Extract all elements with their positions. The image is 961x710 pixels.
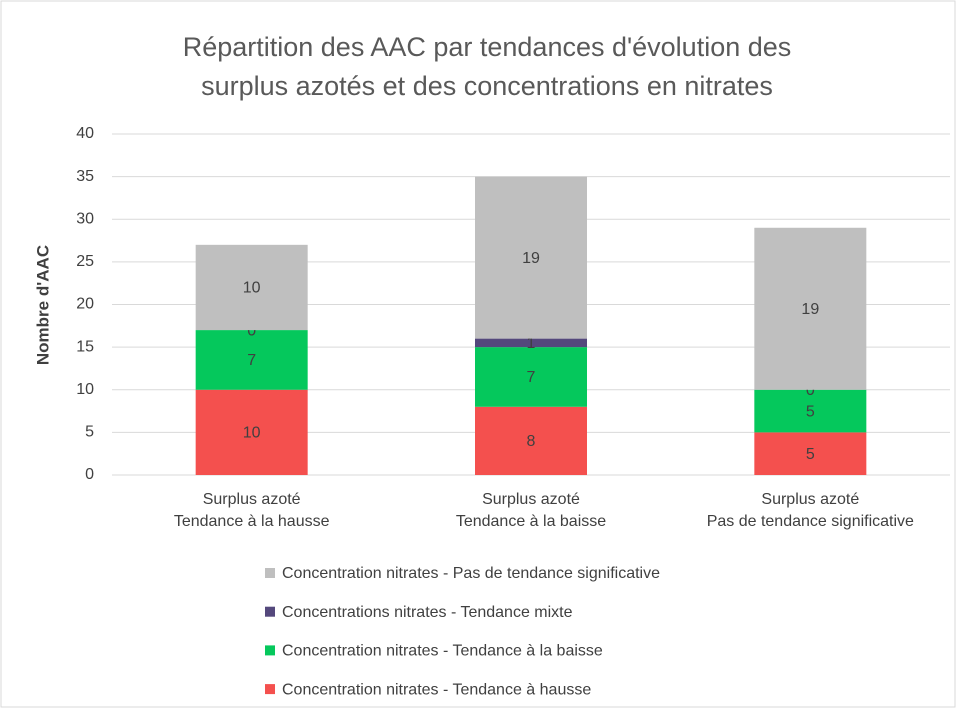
data-label: 7 — [247, 352, 256, 369]
y-tick-label: 40 — [76, 125, 94, 142]
data-label: 1 — [527, 335, 536, 352]
data-label: 10 — [243, 425, 261, 442]
y-tick-label: 25 — [76, 253, 94, 270]
data-label: 5 — [806, 446, 815, 463]
legend-swatch — [265, 568, 275, 578]
x-tick-label: Surplus azoté — [761, 491, 859, 508]
bar-segment — [195, 330, 308, 390]
data-label: 7 — [527, 369, 536, 386]
y-tick-label: 30 — [76, 210, 94, 227]
bar-segment — [754, 227, 867, 390]
data-label: 19 — [801, 301, 819, 318]
chart-title: surplus azotés et des concentrations en … — [201, 71, 773, 101]
bar-segment — [475, 347, 587, 407]
chart-title: Répartition des AAC par tendances d'évol… — [183, 32, 792, 62]
y-tick-label: 20 — [76, 296, 94, 313]
legend-label: Concentrations nitrates - Tendance mixte — [282, 604, 573, 621]
x-tick-label: Surplus azoté — [203, 491, 301, 508]
legend-swatch — [265, 606, 275, 617]
legend-label: Concentration nitrates - Tendance à haus… — [282, 681, 591, 698]
y-tick-label: 10 — [76, 381, 94, 398]
data-label: 10 — [243, 280, 261, 297]
bar-segment — [475, 338, 587, 348]
data-label: 19 — [522, 250, 540, 267]
x-tick-label: Tendance à la baisse — [456, 513, 606, 530]
y-tick-label: 15 — [76, 338, 94, 355]
bar-segment — [475, 406, 587, 475]
legend-label: Concentration nitrates - Pas de tendance… — [282, 565, 660, 582]
legend-label: Concentration nitrates - Tendance à la b… — [282, 643, 603, 660]
bar-segment — [754, 432, 867, 475]
y-axis-label: Nombre d'AAC — [33, 245, 52, 365]
y-tick-label: 0 — [85, 466, 94, 483]
bar-segment — [475, 176, 587, 339]
y-tick-label: 35 — [76, 168, 94, 185]
bar-segment — [195, 244, 308, 331]
data-label: 5 — [806, 403, 815, 420]
x-tick-label: Tendance à la hausse — [174, 513, 330, 530]
x-tick-label: Pas de tendance significative — [707, 513, 914, 530]
data-label: 0 — [247, 322, 256, 339]
y-tick-label: 5 — [85, 424, 94, 441]
bar-segment — [754, 389, 867, 433]
legend-swatch — [265, 684, 275, 695]
data-label: 8 — [527, 433, 536, 450]
bar-segment — [195, 389, 308, 475]
x-tick-label: Surplus azoté — [482, 491, 580, 508]
data-label: 0 — [806, 382, 815, 399]
legend-swatch — [265, 645, 275, 656]
